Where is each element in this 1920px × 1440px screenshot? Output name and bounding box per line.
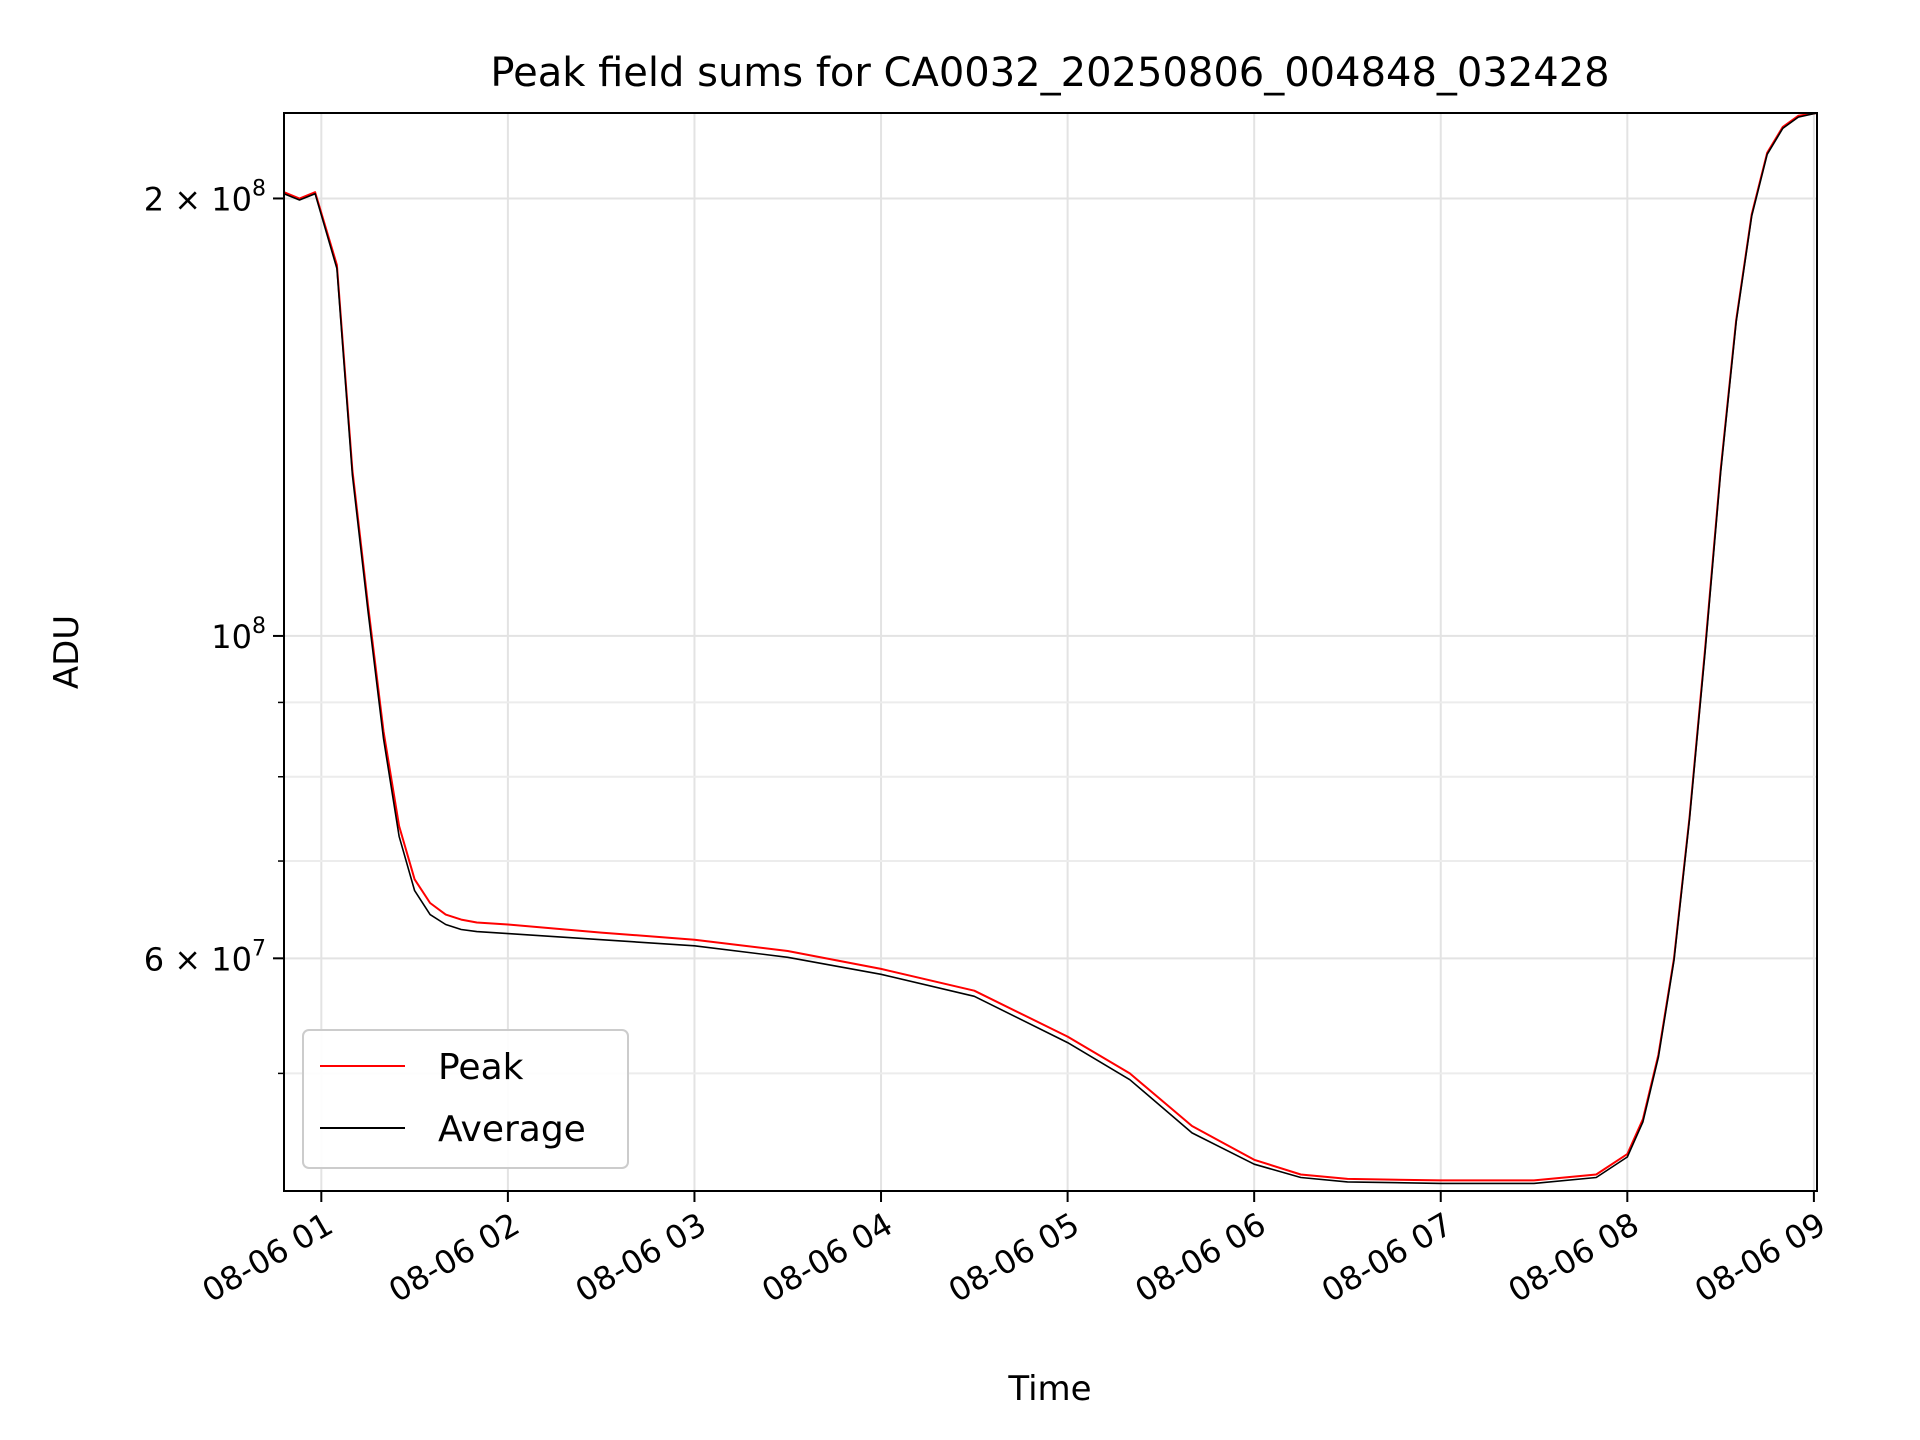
grid-lines — [284, 113, 1817, 1191]
chart-title: Peak field sums for CA0032_20250806_0048… — [490, 50, 1609, 96]
legend-label-peak: Peak — [438, 1047, 524, 1088]
plot-area-frame — [283, 112, 1818, 1192]
series-line-average — [283, 112, 1818, 1185]
legend: Peak Average — [302, 1029, 629, 1169]
y-tick-label: 2 × 108 — [144, 176, 266, 218]
x-axis-label: Time — [1007, 1369, 1091, 1409]
y-axis-label: ADU — [47, 615, 87, 689]
y-tick-label: 108 — [211, 614, 266, 656]
legend-label-average: Average — [438, 1109, 586, 1150]
legend-box — [302, 1029, 629, 1169]
y-tick-label: 6 × 107 — [144, 936, 266, 978]
series-lines — [283, 112, 1818, 1185]
